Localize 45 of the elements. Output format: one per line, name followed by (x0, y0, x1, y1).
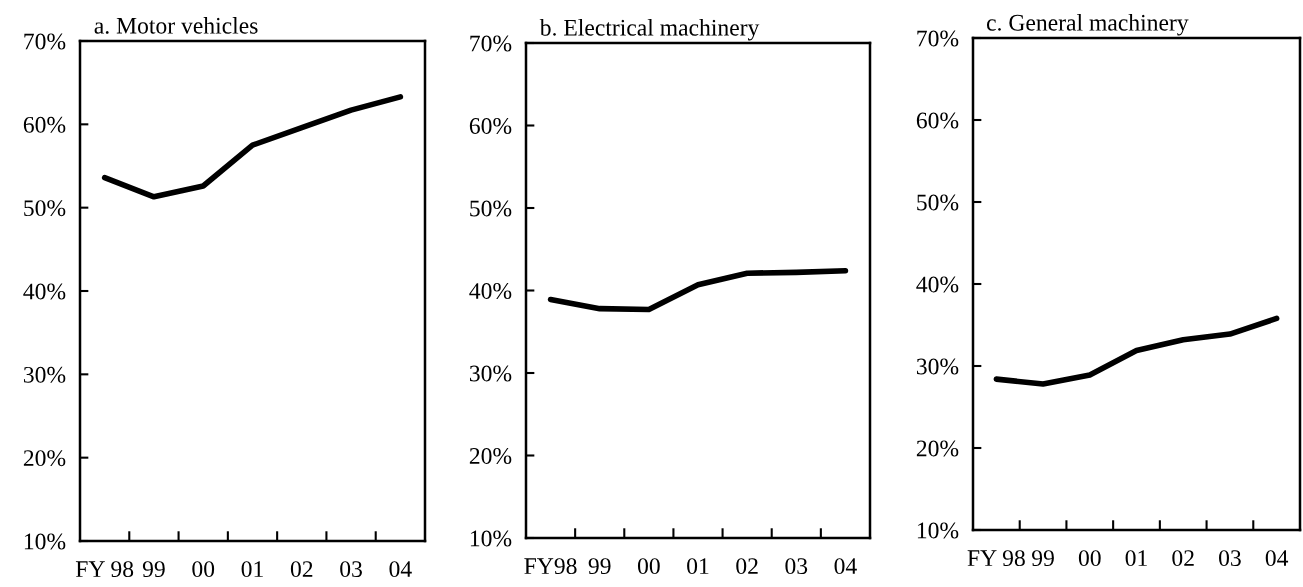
x-tick-label: 99 (142, 561, 165, 578)
x-tick-label: 01 (1125, 550, 1147, 567)
y-tick-label: 70% (470, 35, 512, 52)
y-tick-label: 60% (469, 117, 512, 134)
y-tick-label: 30% (23, 366, 66, 383)
y-tick-label: 60% (23, 116, 66, 133)
x-tick-label: 04 (834, 558, 857, 575)
x-tick-label: 02 (736, 558, 758, 575)
y-tick-label: 70% (24, 33, 66, 50)
y-tick-label: 10% (470, 530, 512, 547)
chart-title: a. Motor vehicles (94, 17, 258, 34)
y-tick-label: 40% (916, 276, 959, 293)
x-tick-label: 01 (241, 561, 263, 578)
x-tick-label: 03 (1219, 550, 1241, 567)
y-tick-label: 50% (470, 200, 512, 217)
chart-title: b. Electrical machinery (539, 19, 760, 41)
x-tick-label: 04 (1265, 550, 1289, 567)
y-tick-label: 50% (917, 194, 959, 211)
y-tick-label: 50% (24, 200, 66, 217)
x-tick-label: 04 (389, 561, 412, 578)
y-tick-label: 70% (917, 30, 959, 47)
x-tick-label: 03 (340, 561, 362, 578)
x-tick-label: 01 (687, 558, 709, 575)
x-tick-label: 02 (1172, 550, 1194, 567)
y-tick-label: 40% (469, 282, 512, 299)
x-tick-label: FY98 (524, 558, 577, 575)
y-tick-label: 30% (469, 365, 512, 382)
x-tick-label: 99 (588, 558, 611, 575)
y-tick-label: 10% (24, 533, 66, 550)
y-tick-label: 40% (23, 283, 66, 300)
x-tick-label: 99 (1032, 550, 1054, 567)
x-tick-label: FY 98 (967, 550, 1025, 567)
x-tick-label: 00 (1078, 550, 1101, 567)
chart-title: c. General machinery (986, 14, 1189, 36)
y-tick-label: 20% (23, 450, 66, 467)
y-tick-label: 10% (917, 522, 959, 539)
x-tick-label: 03 (785, 558, 808, 575)
x-tick-label: 00 (637, 558, 660, 575)
y-tick-label: 30% (916, 358, 959, 375)
y-tick-label: 20% (916, 440, 959, 457)
x-tick-label: 00 (192, 561, 215, 578)
x-tick-label: FY 98 (75, 561, 134, 578)
x-tick-label: 02 (290, 561, 313, 578)
y-tick-label: 20% (469, 447, 512, 464)
y-tick-label: 60% (916, 112, 959, 129)
